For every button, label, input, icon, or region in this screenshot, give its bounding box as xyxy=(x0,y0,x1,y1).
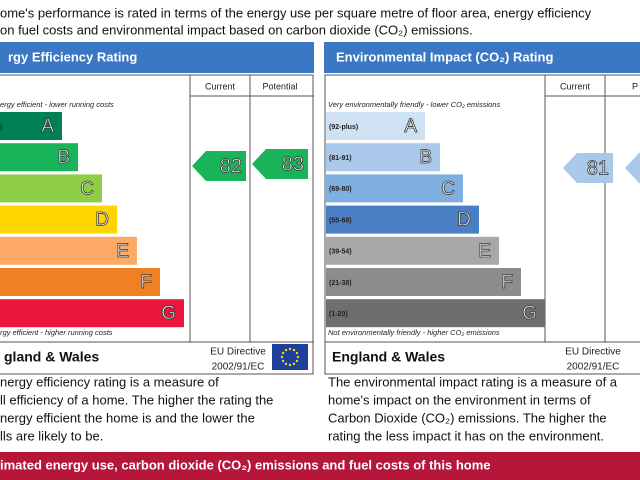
eu-star xyxy=(288,347,292,351)
intro-line: ome's performance is rated in terms of t… xyxy=(0,5,592,20)
band xyxy=(326,205,479,234)
potential-rating-value: 83 xyxy=(282,153,304,175)
region: England & Wales xyxy=(332,349,445,365)
band xyxy=(0,174,102,203)
band-letter: F xyxy=(140,272,152,293)
potential-rating xyxy=(252,149,308,179)
potential-header: Potential xyxy=(262,81,297,91)
eu-star xyxy=(288,363,292,367)
band-letter: C xyxy=(441,178,455,199)
band-letter: G xyxy=(522,303,537,324)
directive: EU Directive xyxy=(565,347,621,358)
description-line: nergy efficient the home is and the lowe… xyxy=(0,410,255,425)
directive: 2002/91/EC xyxy=(212,362,265,373)
band xyxy=(0,143,78,172)
band-range: (55-68) xyxy=(329,217,352,224)
panel-frame xyxy=(0,74,314,375)
potential-rating xyxy=(625,153,640,183)
band-range: s) xyxy=(0,124,2,131)
eu-star xyxy=(284,348,288,352)
band-letter: D xyxy=(457,210,471,231)
footer-bar xyxy=(0,452,640,480)
band-letter: A xyxy=(404,116,417,137)
band xyxy=(326,236,499,265)
eu-star xyxy=(296,355,300,359)
band-range: (1-20) xyxy=(329,311,348,318)
bottom-note: Not environmentally friendly - higher CO… xyxy=(328,328,500,337)
band-letter: E xyxy=(478,241,491,262)
eu-star xyxy=(284,362,288,366)
panel-title: Environmental Impact (CO₂) Rating xyxy=(336,49,553,64)
current-header: Current xyxy=(205,81,236,91)
top-note: ergy efficient - lower running costs xyxy=(0,100,114,109)
description-line: Carbon Dioxide (CO₂) emissions. The high… xyxy=(328,410,607,425)
potential-header: P xyxy=(632,81,638,91)
band xyxy=(0,268,160,296)
description-line: ll efficiency of a home. The higher the … xyxy=(0,392,273,407)
panel-header xyxy=(0,42,314,73)
band-letter: F xyxy=(501,272,513,293)
band-range: (21-38) xyxy=(329,280,352,287)
intro-line: on fuel costs and environmental impact b… xyxy=(0,22,473,37)
band xyxy=(326,112,425,140)
panel-frame xyxy=(324,74,640,375)
band-letter: B xyxy=(57,147,70,168)
current-header: Current xyxy=(560,81,591,91)
eu-star xyxy=(292,362,296,366)
eu-star xyxy=(280,355,284,359)
panel-header xyxy=(324,42,640,73)
band-letter: B xyxy=(419,147,432,168)
band-letter: C xyxy=(80,178,94,199)
current-rating xyxy=(563,153,613,183)
description-line: lls are likely to be. xyxy=(0,428,103,443)
band xyxy=(326,143,440,172)
band xyxy=(326,174,463,203)
band-letter: D xyxy=(95,210,109,231)
current-rating xyxy=(192,151,246,181)
eu-star xyxy=(295,351,299,355)
top-note: Very environmentally friendly - lower CO… xyxy=(328,100,500,109)
band-letter: E xyxy=(116,241,129,262)
band xyxy=(0,299,184,328)
band-range: (81-91) xyxy=(329,155,352,162)
description-line: rating the less impact it has on the env… xyxy=(328,428,604,443)
description-line: home's impact on the environment in term… xyxy=(328,392,591,407)
description-line: nergy efficiency rating is a measure of xyxy=(0,374,219,389)
band xyxy=(0,236,137,265)
region: gland & Wales xyxy=(4,349,99,365)
eu-star xyxy=(295,359,299,363)
directive: 2002/91/EC xyxy=(567,362,620,373)
current-rating-value: 82 xyxy=(220,155,242,177)
band-letter: G xyxy=(161,303,176,324)
panel-title: rgy Efficiency Rating xyxy=(8,49,137,64)
bottom-note: rgy efficient - higher running costs xyxy=(0,328,113,337)
description-line: The environmental impact rating is a mea… xyxy=(328,374,618,389)
band xyxy=(0,112,62,140)
band xyxy=(326,299,545,328)
eu-star xyxy=(281,351,285,355)
band-letter: A xyxy=(41,116,54,137)
footer-bar-text: imated energy use, carbon dioxide (CO₂) … xyxy=(0,457,491,472)
eu-star xyxy=(292,348,296,352)
eu-star xyxy=(281,359,285,363)
current-rating-value: 81 xyxy=(587,157,609,179)
band-range: (69-80) xyxy=(329,186,352,193)
directive: EU Directive xyxy=(210,347,266,358)
band xyxy=(0,205,117,234)
band-range: (39-54) xyxy=(329,249,352,256)
band-range: (92-plus) xyxy=(329,124,358,131)
band xyxy=(326,268,521,296)
